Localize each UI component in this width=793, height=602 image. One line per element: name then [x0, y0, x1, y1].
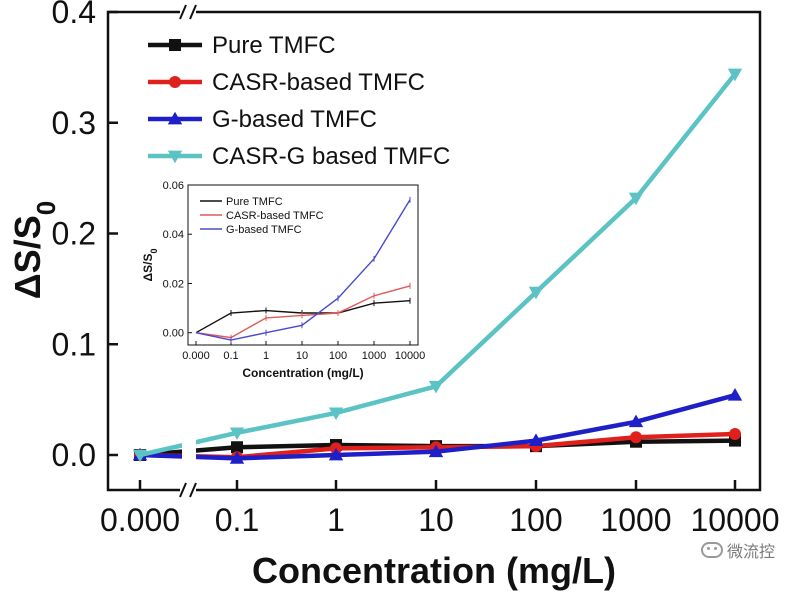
- data-point: [328, 407, 344, 421]
- inset-x-tick-label: 10000: [395, 350, 426, 362]
- data-point: [528, 286, 544, 300]
- legend-marker: [167, 111, 183, 125]
- inset-series-2: [195, 196, 411, 344]
- data-point: [229, 427, 245, 441]
- inset-y-tick-label: 0.06: [163, 180, 184, 192]
- x-tick-label: 0.000: [100, 502, 180, 538]
- data-point: [428, 444, 444, 458]
- legend-label: Pure TMFC: [212, 32, 336, 59]
- inset-y-tick-label: 0.02: [163, 278, 184, 290]
- y-tick-label: 0.4: [52, 0, 96, 30]
- x-tick-label: 1000: [600, 502, 671, 538]
- legend-marker: [169, 39, 181, 51]
- series-2: [132, 387, 743, 464]
- inset-x-tick-label: 1000: [362, 350, 386, 362]
- data-point: [630, 431, 642, 444]
- x-tick-label: 0.1: [215, 502, 259, 538]
- inset-frame: [187, 184, 419, 346]
- x-tick-label: 1: [327, 502, 345, 538]
- legend-label: CASR-based TMFC: [212, 69, 425, 96]
- plot-frame: [106, 10, 762, 492]
- data-point: [528, 433, 544, 447]
- inset-legend-label: G-based TMFC: [226, 224, 302, 236]
- watermark: 微流控: [700, 538, 775, 562]
- inset-x-axis-title: Concentration (mg/L): [242, 366, 363, 380]
- data-point: [628, 192, 644, 206]
- data-point: [229, 451, 245, 464]
- axis-break-mark: [179, 482, 187, 498]
- axis-break-mark: [189, 4, 197, 20]
- x-tick-label: 10: [418, 502, 454, 538]
- inset-y-tick-label: 0.00: [163, 328, 184, 340]
- legend-marker: [167, 150, 183, 164]
- data-point: [727, 387, 743, 401]
- data-point: [727, 68, 743, 82]
- y-tick-label: 0.2: [52, 216, 96, 252]
- data-point: [132, 449, 148, 463]
- inset-x-tick-label: 10: [296, 350, 308, 362]
- axis-break-mark: [179, 4, 187, 20]
- axis-break-mark: [189, 482, 197, 498]
- y-tick-label: 0.3: [52, 105, 96, 141]
- y-tick-label: 0.1: [52, 326, 96, 362]
- inset-x-tick-label: 0.000: [182, 350, 210, 362]
- wechat-icon: [700, 542, 723, 558]
- series-3: [132, 68, 743, 463]
- inset-legend: Pure TMFC CASR-based TMFC G-based TMFC: [200, 196, 324, 236]
- main-plot: 0.0 0.1 0.2 0.3 0.4 0.000 0.1 1 10 100 1000 10000 Co…: [7, 0, 779, 591]
- inset-legend-label: CASR-based TMFC: [226, 210, 324, 222]
- legend-label: G-based TMFC: [212, 106, 377, 133]
- inset-x-tick-label: 0.1: [223, 350, 238, 362]
- data-point: [231, 441, 243, 454]
- inset-legend-label: Pure TMFC: [226, 196, 283, 208]
- data-point: [328, 447, 344, 461]
- legend-marker: [169, 76, 181, 88]
- inset-y-tick-label: 0.04: [163, 229, 184, 241]
- y-tick-label: 0.0: [52, 437, 96, 473]
- inset-y-axis-title: ΔS/S0: [141, 249, 159, 282]
- inset-x-tick-label: 1: [263, 350, 269, 362]
- x-tick-label: 10000: [691, 502, 780, 538]
- inset-plot: 0.00 0.02 0.04 0.06 0.000 0.1 1 10 100 1000 10000 C…: [141, 180, 425, 380]
- watermark-text: 微流控: [726, 544, 775, 561]
- x-axis-title: Concentration (mg/L): [252, 550, 616, 591]
- data-break-gap: [182, 420, 196, 480]
- inset-x-tick-label: 100: [329, 350, 347, 362]
- data-point: [628, 414, 644, 428]
- legend: Pure TMFC CASR-based TMFC G-based TMFC CASR…: [148, 32, 450, 170]
- data-point: [428, 380, 444, 394]
- data-point: [729, 427, 741, 440]
- legend-label: CASR-G based TMFC: [212, 143, 450, 170]
- x-tick-label: 100: [509, 502, 562, 538]
